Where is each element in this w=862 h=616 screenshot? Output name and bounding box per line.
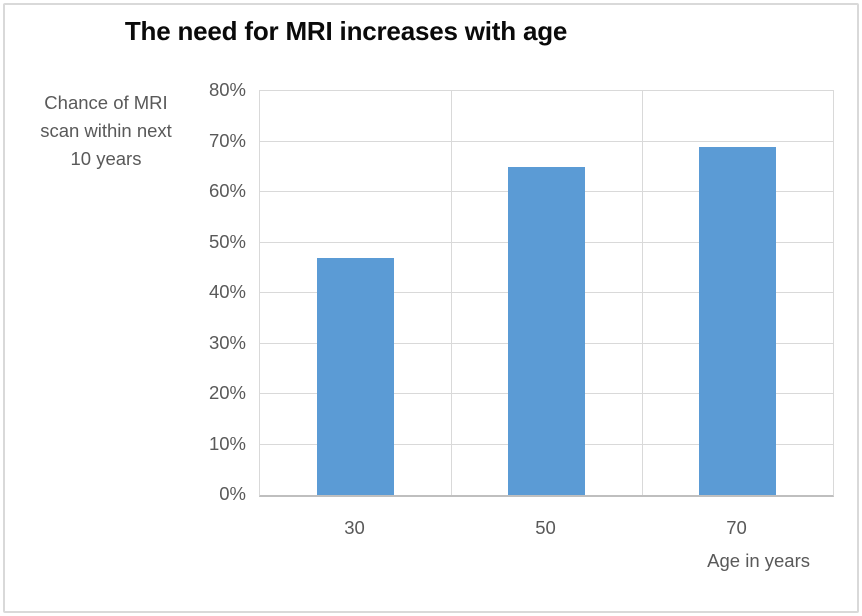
- bar-30: [316, 257, 394, 495]
- y-tick-label: 60%: [208, 180, 246, 201]
- x-tick-label: 70: [726, 517, 747, 538]
- x-tick-label: 30: [344, 517, 365, 538]
- y-tick-label: 70%: [208, 129, 246, 151]
- y-tick-label: 0%: [219, 483, 246, 504]
- y-axis-title: Chance of MRI scan within next 10 years: [40, 92, 172, 169]
- y-tick-label: 40%: [208, 281, 246, 302]
- plot-area: [259, 90, 834, 497]
- bar-70: [699, 146, 776, 495]
- y-tick-label: 50%: [208, 230, 246, 252]
- y-tick-label: 80%: [208, 79, 246, 100]
- x-axis-title: Age in years: [707, 550, 810, 571]
- x-axis-tick-labels: 30 50 70: [259, 517, 832, 543]
- y-axis-tick-labels: 0% 10% 20% 30% 40% 50% 60% 70% 80%: [0, 79, 246, 504]
- gridline-vertical: [642, 91, 643, 495]
- y-tick-label: 20%: [208, 382, 246, 403]
- bar-50: [508, 166, 585, 495]
- gridline-vertical: [451, 91, 452, 495]
- y-tick-label: 30%: [208, 331, 246, 353]
- chart-title: The need for MRI increases with age: [124, 16, 568, 46]
- y-tick-label: 10%: [208, 432, 246, 454]
- x-tick-label: 50: [535, 517, 556, 538]
- gridline-horizontal: [260, 140, 833, 142]
